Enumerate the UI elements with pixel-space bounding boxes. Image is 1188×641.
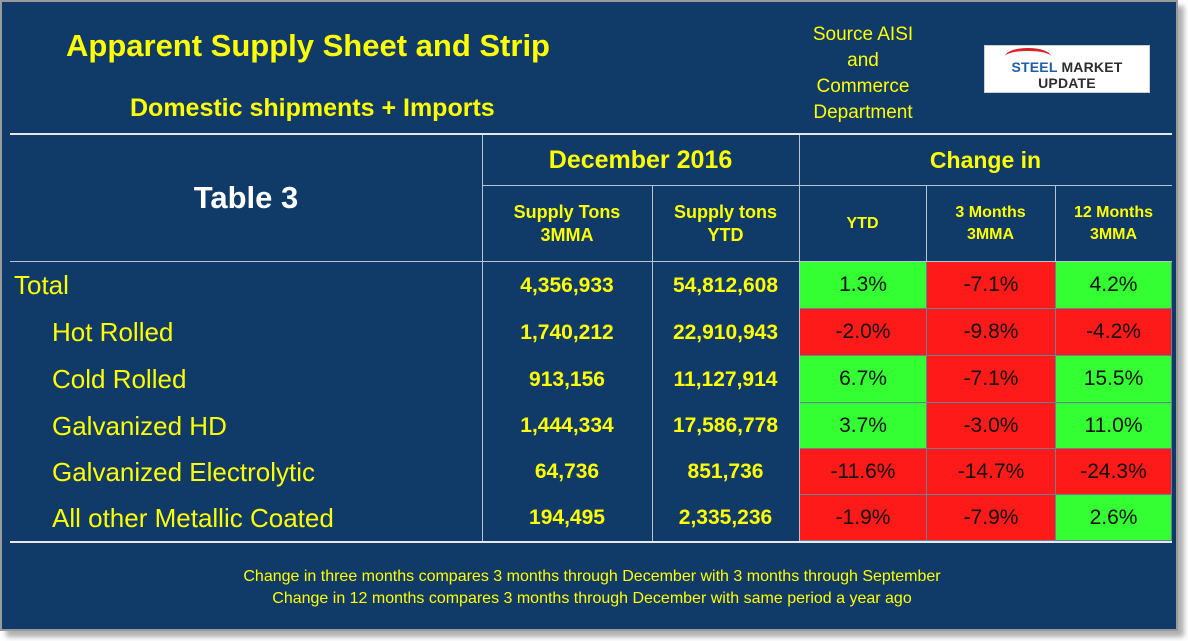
table-bottom-divider <box>10 541 1172 543</box>
change-ytd-value: -2.0% <box>800 309 927 356</box>
col-divider <box>1055 185 1056 262</box>
supply-ytd-value: 22,910,943 <box>672 320 779 344</box>
col-header-change-ytd: YTD <box>846 214 879 232</box>
page-subtitle: Domestic shipments + Imports <box>130 94 495 122</box>
row-label: Cold Rolled <box>52 364 187 394</box>
change-header: Change in <box>929 146 1042 173</box>
col-divider <box>482 135 483 541</box>
row-label: Galvanized Electrolytic <box>52 456 315 487</box>
footnotes: Change in three months compares 3 months… <box>12 566 1172 610</box>
change-12m-value: 4.2% <box>1056 262 1172 309</box>
header-divider <box>482 185 1172 186</box>
change-3m-value: -7.1% <box>927 262 1056 309</box>
col-divider <box>652 185 653 541</box>
col-header-change-12m: 12 Months 3MMA <box>1073 203 1154 243</box>
change-ytd-value: 6.7% <box>800 356 927 403</box>
table-top-divider <box>10 133 1172 135</box>
row-label: All other Metallic Coated <box>52 502 334 533</box>
header-bottom-line <box>10 261 1172 262</box>
col-divider <box>799 135 800 541</box>
source-line: Commerce <box>816 76 910 97</box>
supply-3mma-value: 1,740,212 <box>520 320 614 344</box>
change-ytd-value: 1.3% <box>800 262 927 309</box>
supply-3mma-value: 194,495 <box>529 506 605 529</box>
slide-frame: Apparent Supply Sheet and Strip Domestic… <box>0 0 1178 631</box>
change-3m-value: -7.9% <box>927 495 1056 541</box>
col-divider <box>926 185 927 262</box>
supply-ytd-value: 54,812,608 <box>672 273 779 297</box>
source-line: Department <box>813 102 913 123</box>
steel-market-update-logo: STEEL MARKET UPDATE <box>984 45 1150 93</box>
supply-ytd-value: 17,586,778 <box>672 414 779 437</box>
row-label: Total <box>14 270 69 300</box>
logo-swoosh-icon <box>1005 48 1051 65</box>
page-title: Apparent Supply Sheet and Strip <box>66 28 550 63</box>
table-label: Table 3 <box>193 180 299 215</box>
change-3m-value: -7.1% <box>927 356 1056 403</box>
change-12m-value: 11.0% <box>1056 403 1172 449</box>
footnote-line: Change in 12 months compares 3 months th… <box>272 590 912 607</box>
change-12m-value: 2.6% <box>1056 495 1172 541</box>
col-header-change-3m: 3 Months 3MMA <box>955 203 1026 243</box>
row-label: Hot Rolled <box>52 317 174 347</box>
source-line: and <box>847 50 879 71</box>
period-header: December 2016 <box>548 145 733 174</box>
supply-3mma-value: 913,156 <box>529 367 605 391</box>
change-12m-value: -24.3% <box>1056 449 1172 495</box>
change-3m-value: -9.8% <box>927 309 1056 356</box>
row-label: Galvanized HD <box>52 410 227 441</box>
source-line: Source AISI <box>812 24 914 45</box>
supply-3mma-value: 1,444,334 <box>520 414 614 437</box>
supply-ytd-value: 11,127,914 <box>673 367 778 391</box>
footnote-line: Change in three months compares 3 months… <box>243 568 941 585</box>
change-ytd-value: 3.7% <box>800 403 927 449</box>
change-12m-value: -4.2% <box>1056 309 1172 356</box>
change-12m-value: 15.5% <box>1056 356 1172 403</box>
logo-text: STEEL MARKET UPDATE <box>1011 59 1123 91</box>
change-3m-value: -14.7% <box>927 449 1056 495</box>
col-header-supply-3mma: Supply Tons 3MMA <box>513 201 621 245</box>
change-3m-value: -3.0% <box>927 403 1056 449</box>
change-ytd-value: -11.6% <box>800 449 927 495</box>
supply-3mma-value: 4,356,933 <box>520 273 614 297</box>
supply-ytd-value: 2,335,236 <box>678 506 773 529</box>
source-note: Source AISI and Commerce Department <box>802 22 924 126</box>
supply-3mma-value: 64,736 <box>534 460 600 483</box>
change-ytd-value: -1.9% <box>800 495 927 541</box>
col-header-supply-ytd: Supply tons YTD <box>674 201 777 245</box>
supply-ytd-value: 851,736 <box>687 460 764 483</box>
